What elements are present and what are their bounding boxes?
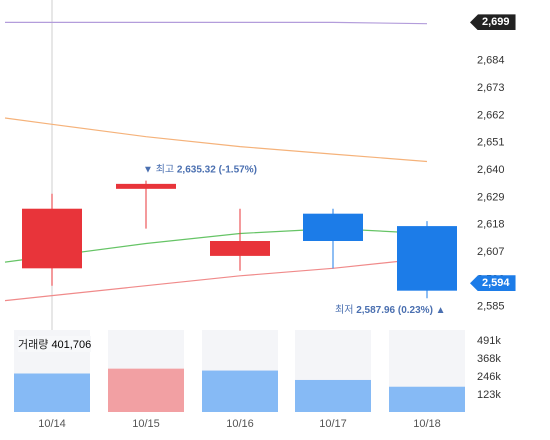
candle-body (397, 226, 457, 291)
volume-label: 거래량 401,706 (18, 336, 92, 352)
candle-body (116, 183, 176, 189)
volume-bar (14, 373, 90, 412)
candle-body (303, 213, 363, 241)
date-label: 10/15 (132, 418, 160, 430)
volume-tick-label: 123k (477, 389, 501, 401)
date-label: 10/18 (413, 418, 441, 430)
price-tick-label: 2,618 (477, 219, 505, 231)
volume-label-text: 거래량 (18, 339, 49, 351)
price-tick-label: 2,629 (477, 191, 505, 203)
price-tick-label: 2,673 (477, 82, 505, 94)
price-tick-label: 2,684 (477, 55, 505, 67)
high-annotation: ▼ 최고 2,635.32 (-1.57%) (143, 164, 257, 176)
high-annotation-label: 최고 (156, 164, 177, 176)
candle-body (22, 208, 82, 269)
price-tick-label: 2,651 (477, 137, 505, 149)
candle-body (210, 241, 270, 256)
price-tick-label: 2,662 (477, 109, 505, 121)
low-annotation: 최저 2,587.96 (0.23%) ▲ (335, 304, 446, 316)
current-price-badge: 2,594 (470, 275, 516, 292)
moving-average-line (4, 117, 428, 163)
volume-tick-label: 246k (477, 371, 501, 383)
max-price-badge: 2,699 (470, 14, 516, 31)
moving-average-line (5, 21, 428, 25)
price-tick-label: 2,640 (477, 164, 505, 176)
low-annotation-arrow: ▲ (433, 305, 446, 316)
price-tick-label: 2,607 (477, 246, 505, 258)
volume-tick-label: 491k (477, 335, 501, 347)
volume-bar (108, 368, 184, 412)
volume-value: 401,706 (51, 339, 92, 351)
low-annotation-value: 2,587.96 (0.23%) (356, 305, 433, 316)
volume-tick-label: 368k (477, 353, 501, 365)
high-annotation-value: 2,635.32 (-1.57%) (177, 165, 257, 176)
high-annotation-arrow: ▼ (143, 165, 156, 176)
volume-bar (295, 379, 371, 412)
volume-bar (389, 386, 465, 412)
date-label: 10/16 (226, 418, 254, 430)
low-annotation-label: 최저 (335, 304, 356, 316)
moving-average-line (4, 257, 428, 302)
date-label: 10/17 (319, 418, 347, 430)
price-tick-label: 2,585 (477, 301, 505, 313)
date-label: 10/14 (38, 418, 66, 430)
volume-bar (202, 370, 278, 412)
